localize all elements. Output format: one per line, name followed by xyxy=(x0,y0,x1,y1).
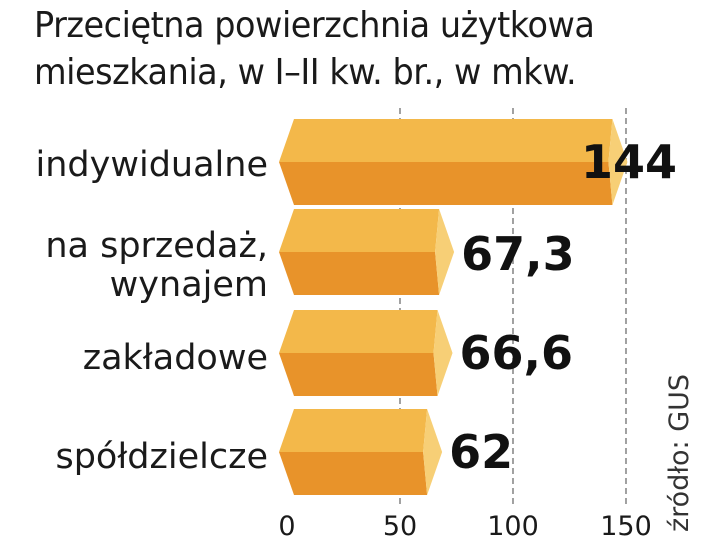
category-label-1: indywidualne xyxy=(36,145,268,185)
bar-top-face xyxy=(279,119,613,162)
value-label-3: 66,6 xyxy=(460,326,574,380)
category-label-2: wynajem xyxy=(110,265,268,305)
x-tick-label-100: 100 xyxy=(487,511,539,542)
bar-top-face xyxy=(279,209,440,252)
value-label-2: 67,3 xyxy=(461,227,575,281)
bar-end-cap xyxy=(435,209,455,295)
source-label: źródło: GUS xyxy=(664,374,695,532)
bar-end-cap xyxy=(423,409,443,495)
value-label-1: 144 xyxy=(581,135,677,189)
x-tick-label-0: 0 xyxy=(278,511,295,542)
bar-bottom-face xyxy=(279,452,428,495)
bar-2 xyxy=(279,209,455,295)
x-tick-label-50: 50 xyxy=(383,511,417,542)
value-label-4: 62 xyxy=(449,425,513,479)
bar-end-cap xyxy=(433,310,453,396)
category-label-4: spółdzielcze xyxy=(55,437,268,477)
bar-bottom-face xyxy=(279,353,438,396)
bar-bottom-face xyxy=(279,162,613,205)
x-tick-label-150: 150 xyxy=(600,511,652,542)
bar-top-face xyxy=(279,310,438,353)
category-label-2: na sprzedaż, xyxy=(45,226,268,266)
bar-1 xyxy=(279,119,628,205)
bar-top-face xyxy=(279,409,428,452)
bar-4 xyxy=(279,409,443,495)
bar-3 xyxy=(279,310,453,396)
chart-title: Przeciętna powierzchnia użytkowa mieszka… xyxy=(34,5,595,93)
bar-bottom-face xyxy=(279,252,440,295)
bar-end-cap xyxy=(608,119,628,205)
category-label-3: zakładowe xyxy=(83,338,268,378)
